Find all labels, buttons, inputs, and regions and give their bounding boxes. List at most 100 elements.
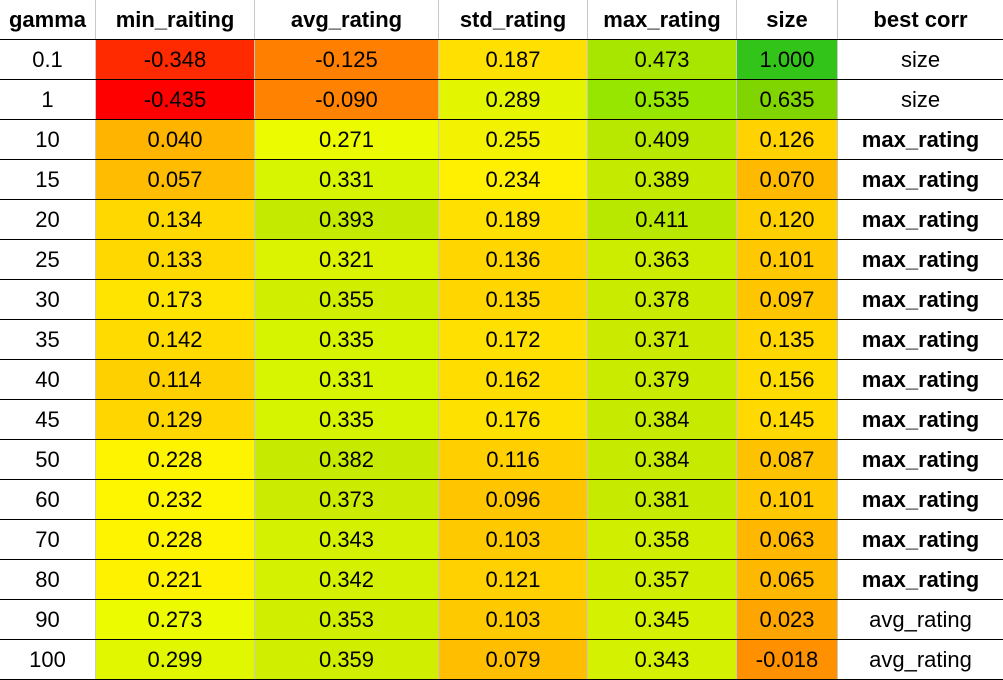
size-cell: 0.120: [737, 200, 838, 240]
best-corr-cell: max_rating: [838, 560, 1003, 600]
min-raiting-cell: 0.040: [96, 120, 255, 160]
min-raiting-cell: -0.435: [96, 80, 255, 120]
avg-rating-cell: 0.382: [255, 440, 439, 480]
max-rating-cell: 0.473: [588, 40, 737, 80]
gamma-cell: 15: [0, 160, 96, 200]
std-rating-cell: 0.121: [439, 560, 588, 600]
min-raiting-cell: 0.173: [96, 280, 255, 320]
avg-rating-cell: 0.335: [255, 320, 439, 360]
min-raiting-cell: 0.129: [96, 400, 255, 440]
size-cell: 0.101: [737, 240, 838, 280]
max-rating-cell: 0.358: [588, 520, 737, 560]
std-rating-cell: 0.187: [439, 40, 588, 80]
max-rating-cell: 0.363: [588, 240, 737, 280]
avg-rating-cell: -0.090: [255, 80, 439, 120]
avg-rating-cell: 0.355: [255, 280, 439, 320]
min-raiting-cell: 0.057: [96, 160, 255, 200]
min-raiting-cell: -0.348: [96, 40, 255, 80]
std-rating-cell: 0.234: [439, 160, 588, 200]
size-cell: 0.156: [737, 360, 838, 400]
col-header-std-rating: std_rating: [439, 0, 588, 40]
best-corr-cell: max_rating: [838, 360, 1003, 400]
std-rating-cell: 0.116: [439, 440, 588, 480]
std-rating-cell: 0.189: [439, 200, 588, 240]
gamma-cell: 60: [0, 480, 96, 520]
best-corr-cell: size: [838, 40, 1003, 80]
max-rating-cell: 0.389: [588, 160, 737, 200]
max-rating-cell: 0.371: [588, 320, 737, 360]
best-corr-cell: avg_rating: [838, 640, 1003, 680]
std-rating-cell: 0.176: [439, 400, 588, 440]
avg-rating-cell: 0.359: [255, 640, 439, 680]
std-rating-cell: 0.162: [439, 360, 588, 400]
std-rating-cell: 0.172: [439, 320, 588, 360]
best-corr-cell: max_rating: [838, 320, 1003, 360]
size-cell: 0.023: [737, 600, 838, 640]
min-raiting-cell: 0.114: [96, 360, 255, 400]
avg-rating-cell: 0.331: [255, 160, 439, 200]
avg-rating-cell: 0.353: [255, 600, 439, 640]
std-rating-cell: 0.079: [439, 640, 588, 680]
size-cell: 0.065: [737, 560, 838, 600]
size-cell: 0.087: [737, 440, 838, 480]
std-rating-cell: 0.136: [439, 240, 588, 280]
min-raiting-cell: 0.134: [96, 200, 255, 240]
avg-rating-cell: -0.125: [255, 40, 439, 80]
max-rating-cell: 0.384: [588, 400, 737, 440]
gamma-cell: 35: [0, 320, 96, 360]
min-raiting-cell: 0.228: [96, 520, 255, 560]
min-raiting-cell: 0.228: [96, 440, 255, 480]
avg-rating-cell: 0.271: [255, 120, 439, 160]
max-rating-cell: 0.535: [588, 80, 737, 120]
max-rating-cell: 0.343: [588, 640, 737, 680]
col-header-min-raiting: min_raiting: [96, 0, 255, 40]
col-header-gamma: gamma: [0, 0, 96, 40]
max-rating-cell: 0.357: [588, 560, 737, 600]
gamma-cell: 40: [0, 360, 96, 400]
col-header-max-rating: max_rating: [588, 0, 737, 40]
header-row: gamma min_raiting avg_rating std_rating …: [0, 0, 1003, 40]
gamma-cell: 100: [0, 640, 96, 680]
std-rating-cell: 0.103: [439, 600, 588, 640]
size-cell: -0.018: [737, 640, 838, 680]
size-cell: 0.097: [737, 280, 838, 320]
std-rating-cell: 0.289: [439, 80, 588, 120]
col-header-avg-rating: avg_rating: [255, 0, 439, 40]
max-rating-cell: 0.378: [588, 280, 737, 320]
size-cell: 0.135: [737, 320, 838, 360]
best-corr-cell: avg_rating: [838, 600, 1003, 640]
min-raiting-cell: 0.232: [96, 480, 255, 520]
avg-rating-cell: 0.335: [255, 400, 439, 440]
max-rating-cell: 0.384: [588, 440, 737, 480]
std-rating-cell: 0.103: [439, 520, 588, 560]
best-corr-cell: max_rating: [838, 400, 1003, 440]
gamma-cell: 0.1: [0, 40, 96, 80]
best-corr-cell: size: [838, 80, 1003, 120]
best-corr-cell: max_rating: [838, 120, 1003, 160]
size-cell: 0.145: [737, 400, 838, 440]
best-corr-cell: max_rating: [838, 200, 1003, 240]
gamma-cell: 90: [0, 600, 96, 640]
std-rating-cell: 0.255: [439, 120, 588, 160]
gamma-cell: 10: [0, 120, 96, 160]
gamma-cell: 80: [0, 560, 96, 600]
avg-rating-cell: 0.343: [255, 520, 439, 560]
max-rating-cell: 0.381: [588, 480, 737, 520]
min-raiting-cell: 0.221: [96, 560, 255, 600]
min-raiting-cell: 0.142: [96, 320, 255, 360]
gamma-cell: 50: [0, 440, 96, 480]
gamma-cell: 45: [0, 400, 96, 440]
best-corr-cell: max_rating: [838, 240, 1003, 280]
